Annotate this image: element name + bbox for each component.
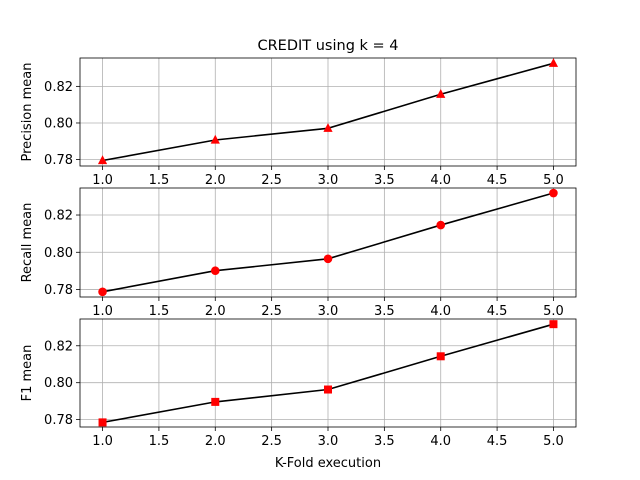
y-tick-label: 0.80 [44,246,73,261]
data-point [324,385,332,394]
data-point [323,254,333,264]
panel-3: 1.0 1.5 2.0 2.5 3.0 3.5 4.0 4.5 5.0 0.78 0.80 0.82 F… [20,318,577,449]
y-tick-label: 0.82 [44,80,73,95]
x-tick-label: 3.5 [374,304,395,319]
x-tick-label: 4.5 [487,304,508,319]
x-tick-label: 5.0 [543,173,564,188]
x-tick-label: 4.5 [487,173,508,188]
x-tick-label: 4.0 [430,173,451,188]
x-tick-label: 3.5 [374,434,395,449]
x-tick-label: 2.5 [261,304,282,319]
y-tick-label: 0.80 [44,376,73,391]
data-point [210,266,220,276]
data-point [436,89,446,98]
data-point [97,155,108,165]
x-tick-label: 3.0 [318,304,339,319]
x-tick-label: 3.0 [318,434,339,449]
y-axis-label: F1 mean [20,345,35,402]
x-tick-label: 1.5 [149,173,170,188]
y-axis-label: Precision mean [20,62,35,161]
x-tick-label: 2.5 [261,173,282,188]
plot-frame [79,187,577,298]
x-tick-label: 1.0 [92,304,113,319]
y-tick-label: 0.78 [44,283,73,298]
data-point [323,123,333,132]
x-tick-label: 2.5 [261,434,282,449]
x-tick-label: 5.0 [543,434,564,449]
y-tick-label: 0.82 [44,209,73,224]
data-point [549,188,558,198]
y-tick-label: 0.78 [44,413,73,428]
y-axis-label: Recall mean [20,203,35,283]
x-tick-label: 5.0 [543,304,564,319]
x-tick-label: 4.0 [430,434,451,449]
x-tick-label: 2.0 [205,173,226,188]
x-tick-label: 3.5 [374,173,395,188]
data-point [98,418,107,427]
data-point [98,287,107,297]
data-point [210,134,220,144]
x-tick-label: 4.5 [487,434,508,449]
x-tick-label: 1.0 [92,434,113,449]
x-tick-label: 1.0 [92,173,113,188]
x-tick-label: 1.5 [149,434,170,449]
data-point [436,220,446,230]
data-point [548,58,559,67]
x-tick-label: 3.0 [318,173,339,188]
plot-frame [79,57,577,167]
panel-1: 1.0 1.5 2.0 2.5 3.0 3.5 4.0 4.5 5.0 0.78 0.80 0.82 P… [20,57,577,188]
plot-frame [79,318,577,428]
panel-2: 1.0 1.5 2.0 2.5 3.0 3.5 4.0 4.5 5.0 0.78 0.80 0.82 R… [20,187,577,319]
y-tick-label: 0.80 [44,116,73,131]
x-tick-label: 4.0 [430,304,451,319]
data-point [211,397,220,406]
y-tick-label: 0.78 [44,153,73,168]
data-point [549,320,558,329]
data-point [436,352,445,361]
x-tick-label: 2.0 [205,304,226,319]
y-tick-label: 0.82 [44,339,73,354]
x-tick-label: 2.0 [205,434,226,449]
chart-panels: 1.0 1.5 2.0 2.5 3.0 3.5 4.0 4.5 5.0 0.78 0.80 0.82 P… [20,57,577,449]
x-tick-label: 1.5 [149,304,170,319]
chart-title: CREDIT using k = 4 [257,38,398,54]
x-axis-label: K-Fold execution [275,456,381,471]
